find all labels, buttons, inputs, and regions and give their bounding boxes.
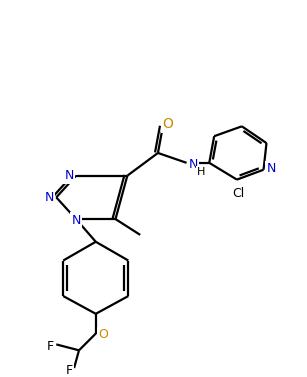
Text: O: O (99, 328, 109, 341)
Text: O: O (162, 117, 173, 131)
Text: N: N (71, 213, 81, 227)
Text: H: H (196, 167, 205, 177)
Text: F: F (47, 340, 54, 353)
Text: N: N (45, 191, 54, 204)
Text: N: N (188, 158, 198, 171)
Text: F: F (66, 363, 73, 377)
Text: N: N (64, 169, 74, 182)
Text: Cl: Cl (233, 187, 245, 200)
Text: N: N (267, 162, 276, 175)
